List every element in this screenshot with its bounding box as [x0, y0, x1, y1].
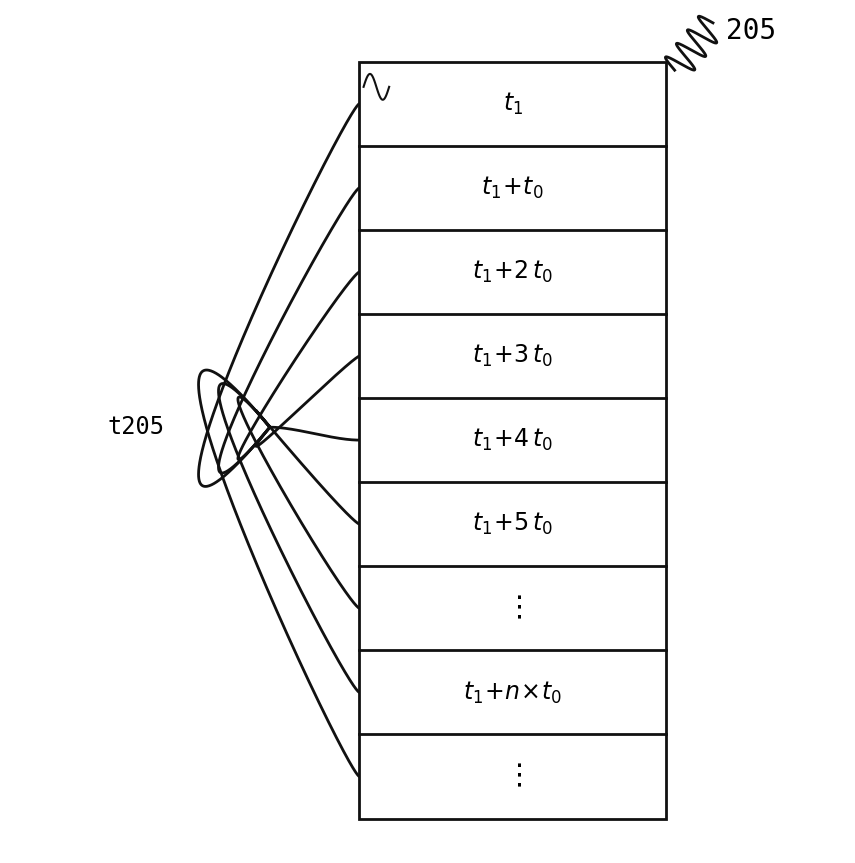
Text: $\vdots$: $\vdots$: [504, 763, 522, 791]
Text: $t_1\!+\!n\!\times\!t_0$: $t_1\!+\!n\!\times\!t_0$: [463, 679, 562, 706]
Text: $t_1\!+\!2\,t_0$: $t_1\!+\!2\,t_0$: [472, 259, 553, 285]
Text: 205: 205: [726, 17, 776, 46]
Text: $t_1\!+\!t_0$: $t_1\!+\!t_0$: [481, 174, 544, 201]
Text: $t_1$: $t_1$: [503, 91, 522, 117]
Text: $t_1\!+\!5\,t_0$: $t_1\!+\!5\,t_0$: [472, 511, 553, 538]
Text: $t_1\!+\!4\,t_0$: $t_1\!+\!4\,t_0$: [472, 427, 553, 453]
Text: $\vdots$: $\vdots$: [504, 595, 522, 622]
Bar: [359, 61, 666, 819]
Text: $t_1\!+\!3\,t_0$: $t_1\!+\!3\,t_0$: [472, 343, 553, 369]
Text: t205: t205: [108, 415, 165, 439]
